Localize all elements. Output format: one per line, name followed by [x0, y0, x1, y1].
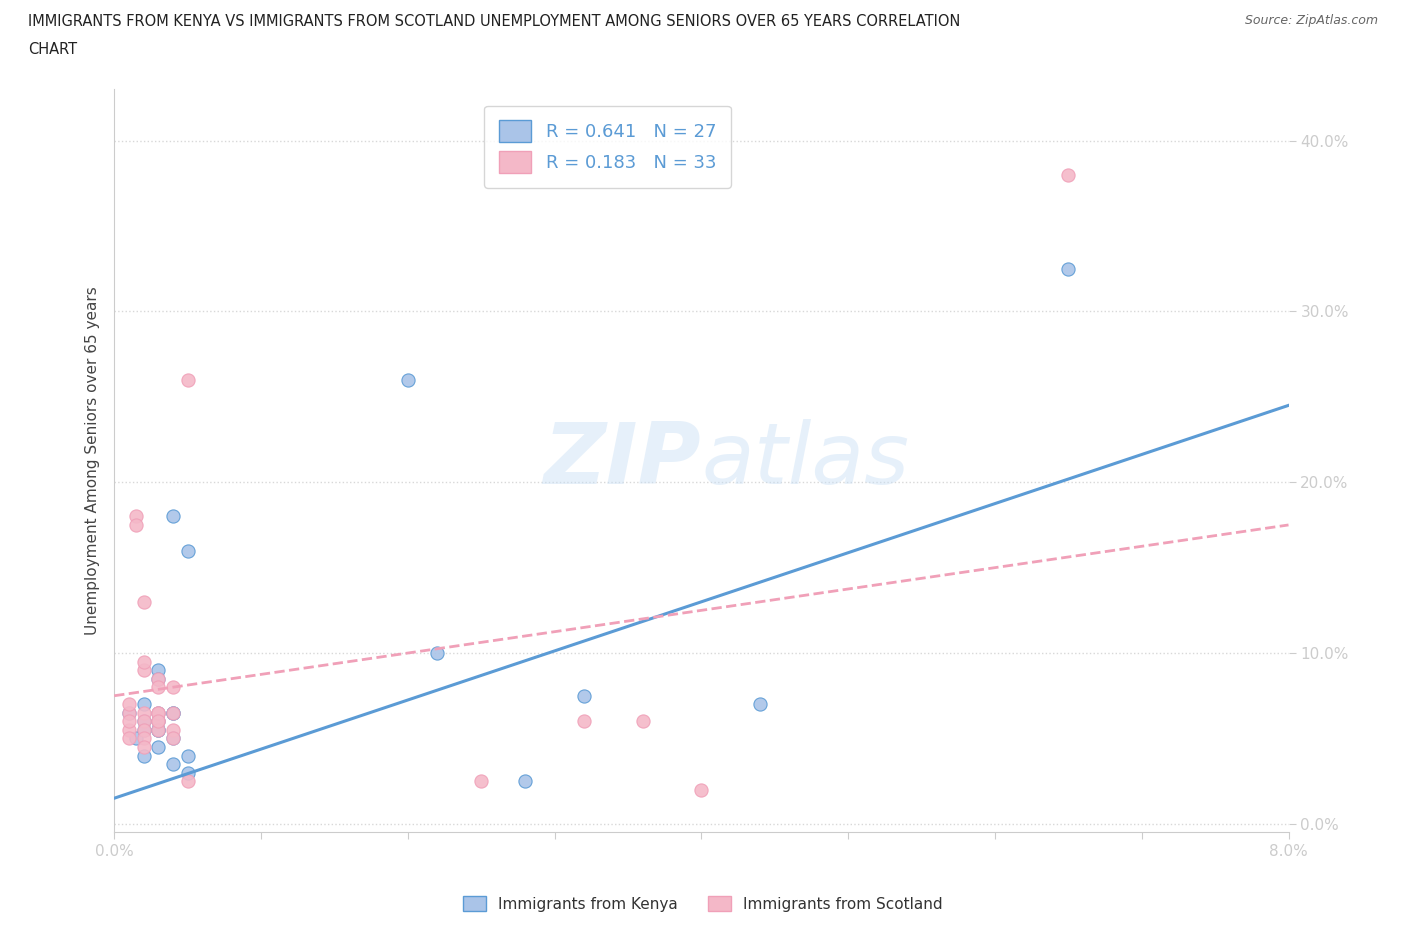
Point: [132, 739, 155, 754]
Point: [148, 723, 170, 737]
Point: [118, 723, 141, 737]
Point: [148, 671, 170, 686]
Text: atlas: atlas: [702, 419, 910, 502]
Point: [118, 705, 141, 720]
Point: [148, 739, 170, 754]
Point: [148, 705, 170, 720]
Point: [572, 714, 595, 729]
Point: [162, 705, 184, 720]
Point: [118, 705, 141, 720]
Point: [162, 509, 184, 524]
Point: [176, 748, 198, 763]
Point: [125, 517, 148, 532]
Point: [132, 594, 155, 609]
Point: [148, 705, 170, 720]
Point: [690, 782, 713, 797]
Point: [162, 731, 184, 746]
Point: [162, 705, 184, 720]
Point: [118, 731, 141, 746]
Point: [148, 723, 170, 737]
Point: [515, 774, 537, 789]
Text: IMMIGRANTS FROM KENYA VS IMMIGRANTS FROM SCOTLAND UNEMPLOYMENT AMONG SENIORS OVE: IMMIGRANTS FROM KENYA VS IMMIGRANTS FROM…: [28, 14, 960, 29]
Point: [148, 671, 170, 686]
Text: CHART: CHART: [28, 42, 77, 57]
Point: [162, 705, 184, 720]
Point: [148, 714, 170, 729]
Y-axis label: Unemployment Among Seniors over 65 years: Unemployment Among Seniors over 65 years: [86, 286, 100, 635]
Point: [148, 680, 170, 695]
Text: Source: ZipAtlas.com: Source: ZipAtlas.com: [1244, 14, 1378, 27]
Point: [132, 705, 155, 720]
Legend: R = 0.641   N = 27, R = 0.183   N = 33: R = 0.641 N = 27, R = 0.183 N = 33: [484, 106, 731, 188]
Point: [396, 372, 419, 387]
Point: [132, 748, 155, 763]
Text: ZIP: ZIP: [544, 419, 702, 502]
Point: [176, 765, 198, 780]
Point: [162, 723, 184, 737]
Point: [148, 723, 170, 737]
Legend: Immigrants from Kenya, Immigrants from Scotland: Immigrants from Kenya, Immigrants from S…: [457, 889, 949, 918]
Point: [132, 723, 155, 737]
Point: [125, 731, 148, 746]
Point: [176, 372, 198, 387]
Point: [132, 697, 155, 711]
Point: [749, 697, 772, 711]
Point: [132, 714, 155, 729]
Point: [162, 731, 184, 746]
Point: [426, 645, 449, 660]
Point: [132, 663, 155, 678]
Point: [148, 714, 170, 729]
Point: [125, 509, 148, 524]
Point: [631, 714, 654, 729]
Point: [148, 705, 170, 720]
Point: [132, 731, 155, 746]
Point: [132, 654, 155, 669]
Point: [176, 543, 198, 558]
Point: [162, 757, 184, 772]
Point: [572, 688, 595, 703]
Point: [118, 714, 141, 729]
Point: [132, 723, 155, 737]
Point: [118, 697, 141, 711]
Point: [1057, 167, 1080, 182]
Point: [176, 774, 198, 789]
Point: [148, 663, 170, 678]
Point: [148, 714, 170, 729]
Point: [470, 774, 492, 789]
Point: [132, 714, 155, 729]
Point: [162, 680, 184, 695]
Point: [1057, 261, 1080, 276]
